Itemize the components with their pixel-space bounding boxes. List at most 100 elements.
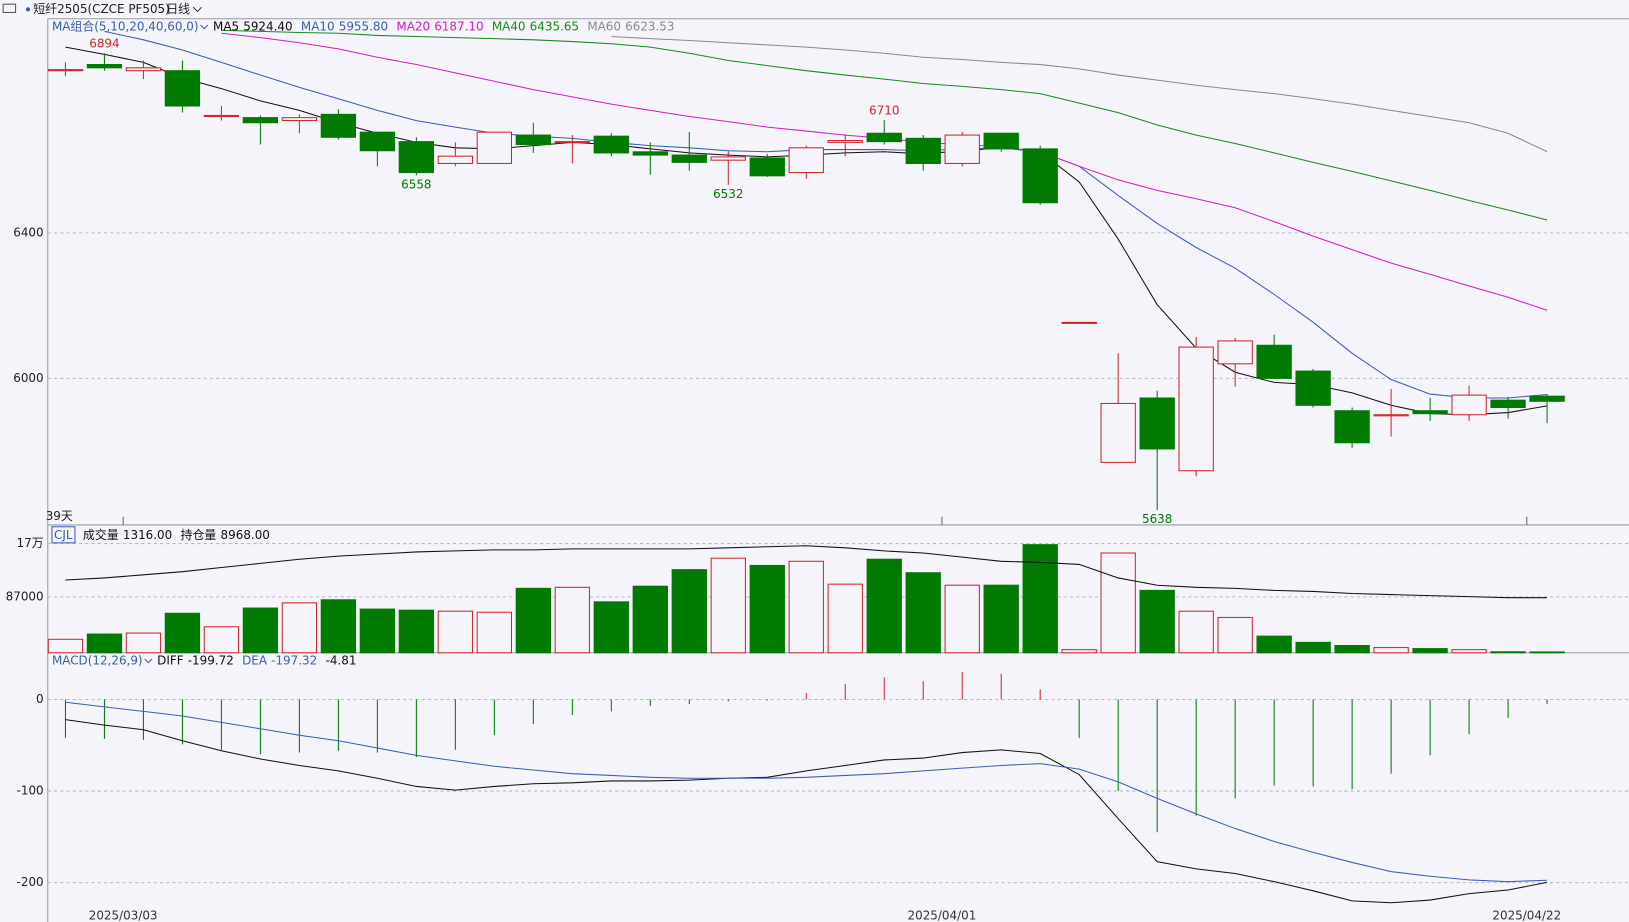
legend-name: 持仓量 <box>181 527 217 542</box>
candle-body <box>242 117 279 124</box>
volume-bar <box>710 557 746 654</box>
candle-body <box>1529 395 1565 402</box>
y-tick-label: -200 <box>17 875 44 889</box>
volume-bar <box>1022 544 1058 654</box>
volume-bar <box>1178 610 1214 654</box>
extreme-label: 6532 <box>713 187 743 201</box>
window-icon[interactable] <box>2 3 17 13</box>
volume-bar <box>1529 651 1565 654</box>
x-tick-label: 2025/04/01 <box>908 908 977 922</box>
candle-body <box>710 156 746 161</box>
legend-value: 6623.53 <box>625 20 674 34</box>
legend-value: -199.72 <box>188 654 234 668</box>
candle-body <box>515 134 551 146</box>
candle-body <box>1061 321 1097 324</box>
volume-bar <box>281 602 318 654</box>
candle-body <box>671 154 707 163</box>
volume-bar <box>476 611 513 654</box>
candle-body <box>86 64 123 69</box>
x-tick-label: 2025/04/22 <box>1492 908 1561 922</box>
volume-bar <box>1373 647 1409 654</box>
candle-body <box>1256 344 1292 379</box>
candle-body <box>281 117 318 122</box>
legend-name: DIFF <box>157 654 184 668</box>
line-series <box>221 29 1548 221</box>
ma-group-label: MA组合(5,10,20,40,60,0) <box>52 19 199 34</box>
volume-bar <box>1451 649 1487 654</box>
candle-body <box>398 141 435 174</box>
candle-body <box>203 114 240 118</box>
candle-body <box>1022 148 1058 204</box>
candle-body <box>788 147 824 174</box>
volume-bar <box>944 584 980 654</box>
legend-value: 6187.10 <box>434 20 483 34</box>
extreme-label: 6894 <box>89 36 119 50</box>
volume-bar <box>827 583 863 654</box>
candle-body <box>125 67 162 72</box>
legend-name: DEA <box>242 654 268 668</box>
candle-body <box>164 70 201 107</box>
legend-value: 1316.00 <box>123 528 172 542</box>
legend-name: 成交量 <box>83 527 119 542</box>
candle-body <box>827 140 863 143</box>
legend-value: 8968.00 <box>221 528 270 542</box>
volume-bar <box>1334 645 1370 654</box>
line-series <box>611 35 1548 153</box>
legend-name: MA40 <box>492 20 526 34</box>
candle-body <box>593 135 629 154</box>
volume-bar <box>749 564 785 654</box>
volume-bar <box>125 632 162 654</box>
volume-bar <box>1061 649 1097 654</box>
candle-body <box>1217 340 1253 365</box>
legend-value: 6435.65 <box>530 20 579 34</box>
line-series <box>65 719 1548 904</box>
indicator-box[interactable] <box>51 526 76 544</box>
x-tick-label: 2025/03/03 <box>89 908 158 922</box>
indicator-label: MACD(12,26,9) <box>52 654 143 668</box>
volume-bar <box>359 608 396 654</box>
candle-body <box>1334 410 1370 444</box>
candle-body <box>632 151 668 156</box>
volume-bar <box>164 612 201 654</box>
candle-body <box>1139 397 1175 450</box>
period[interactable]: 日线 <box>166 2 190 16</box>
line-series <box>65 545 1548 599</box>
legend-value: 5955.80 <box>339 20 388 34</box>
legend-name: MA5 <box>213 20 239 34</box>
extreme-label: 6710 <box>869 103 899 117</box>
candle-body <box>1451 394 1487 416</box>
volume-bar <box>593 601 629 654</box>
candle-body <box>983 132 1019 150</box>
candle-body <box>437 155 474 164</box>
period-dropdown[interactable] <box>192 6 202 13</box>
candle-body <box>1490 399 1526 408</box>
y-tick-label: -100 <box>17 784 44 798</box>
candle-body <box>359 131 396 152</box>
candle-body <box>866 132 902 143</box>
line-series <box>65 701 1548 883</box>
volume-bar <box>86 633 123 654</box>
legend-name: MA60 <box>587 20 621 34</box>
volume-bar <box>242 607 279 654</box>
y-tick-label: 6400 <box>13 225 43 239</box>
volume-bar <box>632 585 668 654</box>
volume-bar <box>1139 589 1175 654</box>
candle-body <box>944 134 980 164</box>
candle-body <box>905 137 941 164</box>
volume-bar <box>554 586 590 654</box>
y-tick-label: 0 <box>36 692 44 706</box>
candle-body <box>1178 346 1214 472</box>
candle-body <box>320 113 357 138</box>
dropdown-icon[interactable] <box>200 24 209 30</box>
dropdown-icon[interactable] <box>144 658 153 664</box>
y-tick-label: 6000 <box>13 371 43 385</box>
extreme-label: 6558 <box>401 177 431 191</box>
legend-name: MA10 <box>301 20 335 34</box>
volume-bar <box>788 560 824 654</box>
candle-body <box>1100 402 1136 463</box>
legend-name: MA20 <box>396 20 430 34</box>
y-tick-label: 87000 <box>6 589 44 603</box>
days-label: 39天 <box>46 509 73 523</box>
